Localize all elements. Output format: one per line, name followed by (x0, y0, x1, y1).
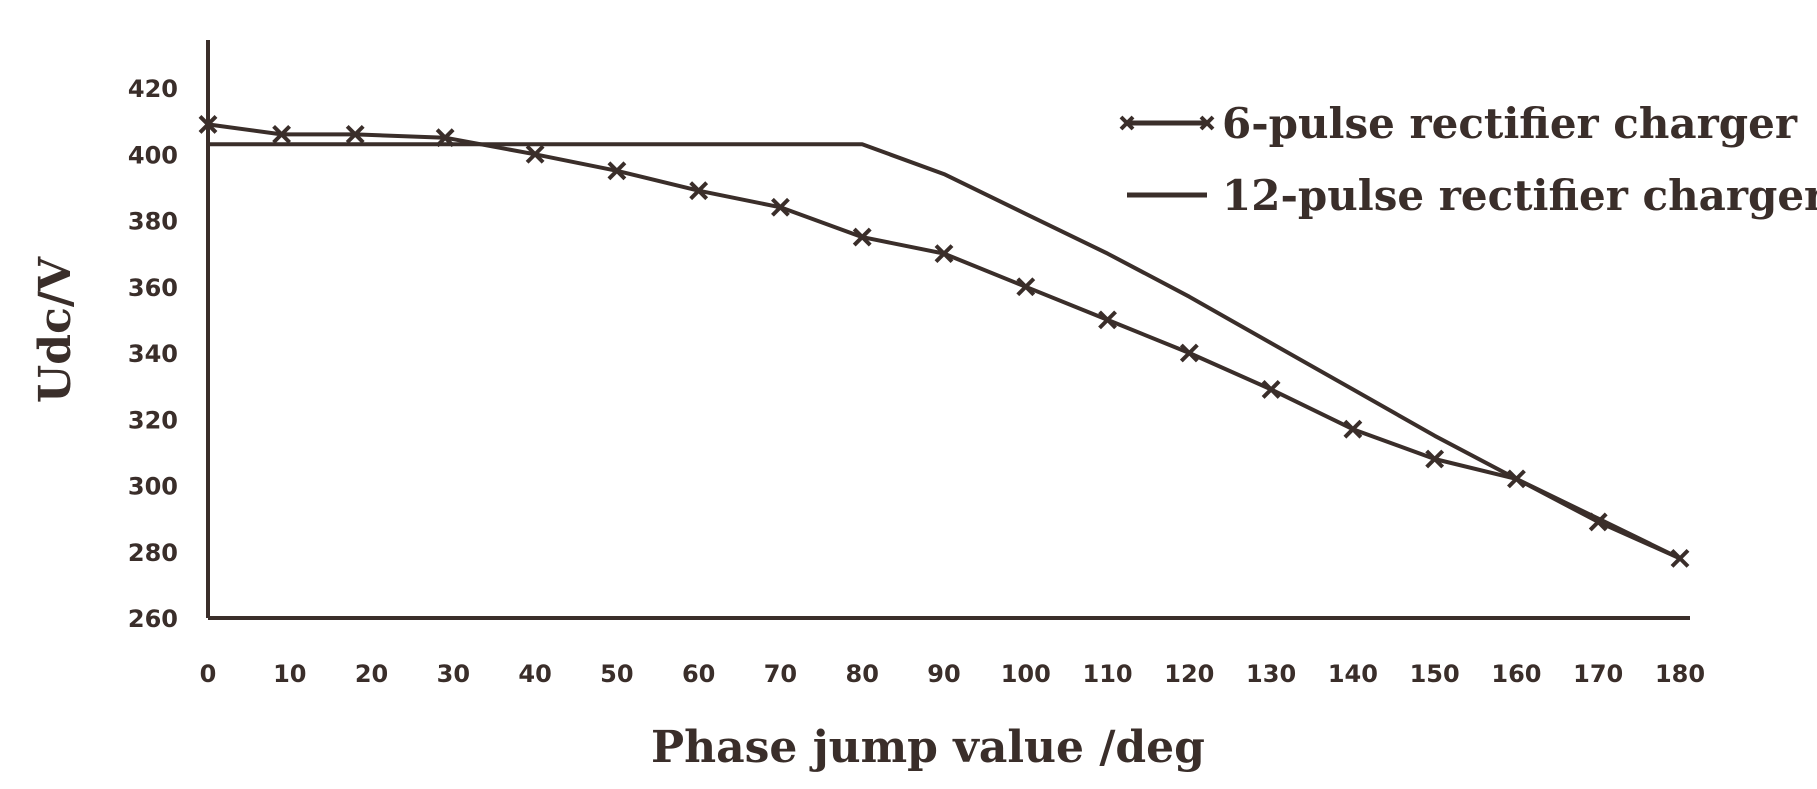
series-layer (198, 115, 1690, 568)
data-point-marker (689, 181, 709, 201)
y-tick-label: 360 (128, 274, 178, 302)
x-tick-label: 30 (437, 660, 470, 688)
legend-marker-6-pulse-right (1199, 115, 1215, 131)
y-tick-label: 300 (128, 473, 178, 501)
legend: 6-pulse rectifier charger 12-pulse recti… (1119, 99, 1817, 220)
x-tick-label: 110 (1083, 660, 1133, 688)
data-point-marker (771, 197, 790, 217)
series-line-12-pulse (208, 142, 1681, 561)
y-tick-label: 400 (128, 141, 178, 169)
y-tick-label: 280 (128, 539, 178, 567)
x-tick-label: 130 (1246, 660, 1296, 688)
y-tick-label: 420 (128, 75, 178, 103)
data-point-marker (934, 244, 954, 264)
x-tick-label: 80 (846, 660, 879, 688)
x-tick-label: 160 (1491, 660, 1541, 688)
x-tick-label: 40 (518, 660, 551, 688)
data-point-marker (525, 144, 545, 164)
x-tick-label: 0 (200, 660, 217, 688)
data-point-marker (607, 161, 627, 181)
y-tick-label: 320 (128, 406, 178, 434)
x-tick-label: 70 (764, 660, 797, 688)
data-point-marker (1343, 419, 1363, 439)
data-point-marker (1016, 277, 1036, 297)
y-axis-title: Udc/V (30, 256, 81, 403)
legend-marker-6-pulse-left (1119, 115, 1135, 131)
data-point-marker (852, 227, 872, 247)
x-tick-label: 60 (682, 660, 715, 688)
data-point-marker (1179, 343, 1199, 363)
data-point-marker (345, 124, 365, 144)
legend-item-6-pulse: 6-pulse rectifier charger (1119, 99, 1798, 148)
legend-item-12-pulse: 12-pulse rectifier charger (1127, 171, 1817, 220)
legend-label-6-pulse: 6-pulse rectifier charger (1222, 99, 1798, 148)
data-point-marker (198, 115, 218, 134)
y-tick-label: 260 (128, 605, 178, 633)
data-point-marker (272, 124, 292, 144)
x-tick-label: 90 (927, 660, 960, 688)
data-point-marker (1261, 380, 1281, 399)
x-tick-label: 180 (1655, 660, 1705, 688)
x-tick-label: 140 (1328, 660, 1378, 688)
y-tick-label: 340 (128, 340, 178, 368)
x-tick-label: 100 (1001, 660, 1051, 688)
y-tick-labels: 260 280 300 320 340 360 380 400 420 (128, 75, 178, 633)
axes (206, 40, 1690, 620)
data-point-marker (1425, 449, 1445, 469)
data-point-marker (1098, 310, 1117, 330)
x-tick-label: 20 (355, 660, 388, 688)
x-tick-label: 10 (273, 660, 306, 688)
x-tick-labels: 0 10 20 30 40 50 60 70 80 90 100 110 120 130 140 150 160… (200, 660, 1705, 688)
y-tick-label: 380 (128, 208, 178, 236)
x-tick-label: 150 (1410, 660, 1460, 688)
legend-label-12-pulse: 12-pulse rectifier charger (1222, 171, 1817, 220)
x-tick-label: 170 (1573, 660, 1623, 688)
x-tick-label: 120 (1164, 660, 1214, 688)
x-tick-label: 50 (600, 660, 633, 688)
x-axis-title: Phase jump value /deg (651, 722, 1205, 773)
